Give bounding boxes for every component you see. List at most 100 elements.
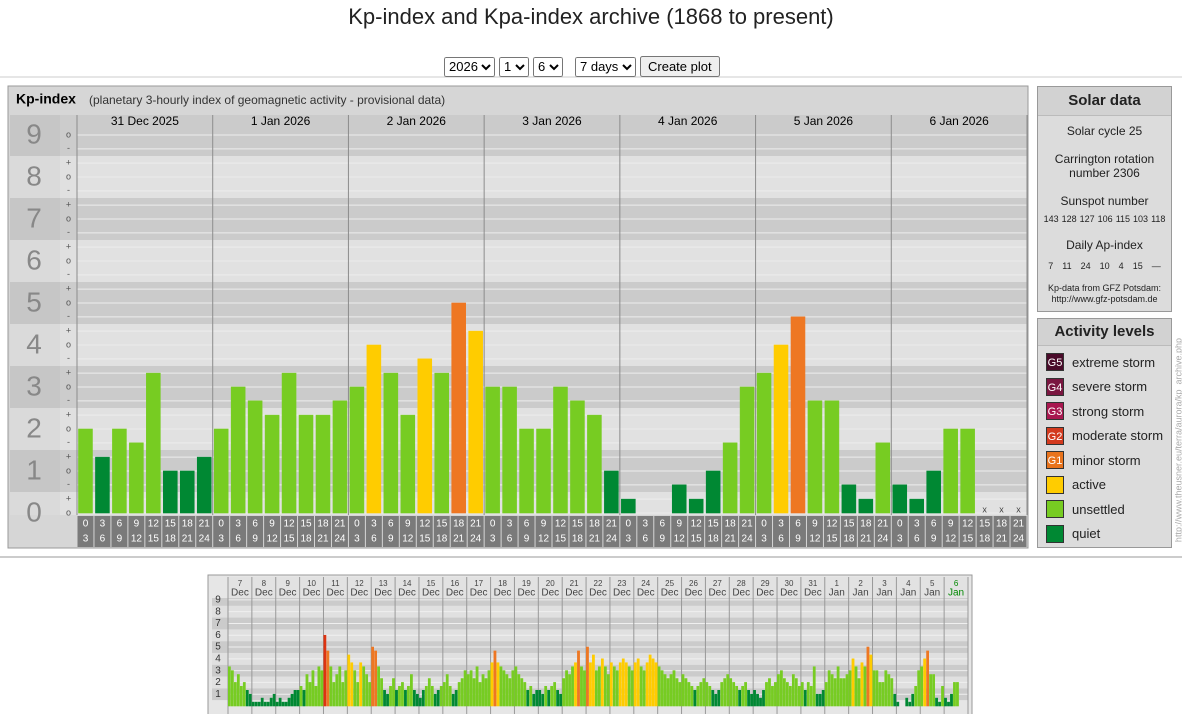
bar	[615, 670, 619, 707]
hour-box	[433, 516, 450, 547]
bar	[284, 701, 288, 707]
hour-label: 0	[897, 519, 903, 530]
hour-box	[908, 516, 925, 547]
bar	[830, 674, 834, 707]
day-month: Jan	[853, 588, 869, 599]
bar	[368, 682, 372, 707]
bar	[213, 428, 229, 514]
day-select[interactable]: 6	[533, 56, 563, 77]
bar	[320, 670, 324, 707]
label-band	[10, 408, 60, 450]
bar	[251, 701, 255, 707]
sublabel-band	[60, 324, 77, 366]
day-month: Dec	[804, 588, 822, 599]
bar	[278, 697, 282, 707]
y-tick-label: 4	[215, 653, 221, 664]
hour-label: 6	[524, 519, 530, 530]
label-band	[10, 492, 60, 515]
bar	[693, 690, 697, 707]
bar	[866, 646, 870, 707]
bar	[311, 670, 315, 707]
bar	[550, 686, 554, 707]
level-badge: G1	[1046, 451, 1064, 470]
span-select[interactable]: 7 days	[575, 56, 636, 77]
day-number: 25	[665, 579, 674, 588]
year-select[interactable]: 2026	[444, 56, 495, 77]
sunspot-value: 118	[1151, 214, 1166, 224]
level-badge	[1046, 475, 1064, 494]
hour-label: 6	[117, 519, 123, 530]
level-label: severe storm	[1072, 379, 1148, 395]
y-minor-label: +	[66, 200, 71, 210]
ap-value: 7	[1048, 261, 1054, 271]
bar	[648, 654, 652, 707]
bar	[932, 674, 935, 707]
day-label: 1 Jan 2026	[251, 114, 311, 128]
hour-label: 3	[235, 519, 241, 530]
create-plot-button[interactable]: Create plot	[640, 56, 720, 77]
hour-box	[399, 516, 416, 547]
bar	[777, 674, 780, 707]
day-label: 3 Jan 2026	[522, 114, 582, 128]
level-badge: G2	[1046, 426, 1064, 445]
label-band	[10, 156, 60, 198]
y-tick-label: 5	[215, 642, 221, 653]
day-month: Dec	[470, 588, 488, 599]
day-number: 20	[546, 579, 555, 588]
bar	[604, 470, 619, 514]
hour-box	[790, 516, 806, 547]
bar	[392, 678, 395, 707]
day-month: Dec	[422, 588, 440, 599]
bar	[299, 686, 303, 707]
page-title: Kp-index and Kpa-index archive (1868 to …	[348, 4, 834, 29]
ap-row: 7 11 24 10 4 15 —	[1038, 261, 1171, 271]
bar	[338, 666, 342, 707]
bar	[293, 690, 297, 707]
bar	[782, 678, 786, 707]
bar	[257, 701, 261, 707]
hour-label: 21	[860, 534, 872, 545]
bar	[827, 670, 831, 707]
bar	[791, 674, 795, 707]
y-minor-label: +	[66, 452, 71, 462]
bar	[380, 678, 383, 707]
hour-label: 6	[914, 534, 920, 545]
bar	[872, 670, 876, 707]
activity-list: G5 extreme storm G4 severe storm G3 strong st…	[1038, 346, 1171, 546]
hour-label: 21	[334, 519, 346, 530]
hour-box	[942, 516, 959, 547]
bar	[845, 674, 849, 707]
month-select[interactable]: 1	[499, 56, 529, 77]
activity-title: Activity levels	[1038, 319, 1171, 346]
hour-label: 18	[725, 519, 737, 530]
hour-label: 12	[538, 534, 550, 545]
bar	[472, 678, 476, 707]
bar	[696, 686, 700, 707]
bar	[418, 697, 422, 707]
y-minor-label: o	[66, 381, 71, 391]
bar	[678, 682, 682, 707]
hour-label: 3	[354, 534, 360, 545]
bar	[457, 682, 461, 707]
day-month: Dec	[350, 588, 368, 599]
bar	[196, 456, 212, 514]
bar	[773, 344, 789, 514]
bar	[621, 498, 636, 514]
sublabel-band	[60, 115, 77, 156]
bar	[577, 650, 580, 707]
bar	[950, 693, 953, 707]
hour-label: 21	[877, 519, 889, 530]
y-minor-label: +	[66, 368, 71, 378]
bar	[744, 682, 747, 707]
hour-label: 12	[419, 519, 431, 530]
bar	[687, 682, 691, 707]
bar	[911, 693, 915, 707]
bar	[332, 682, 336, 707]
hour-box	[298, 516, 314, 547]
hour-box	[654, 516, 671, 547]
bar	[377, 666, 380, 707]
y-minor-label: -	[67, 437, 70, 447]
bar	[586, 646, 589, 707]
day-month: Jan	[900, 588, 916, 599]
hour-label: 0	[626, 519, 632, 530]
